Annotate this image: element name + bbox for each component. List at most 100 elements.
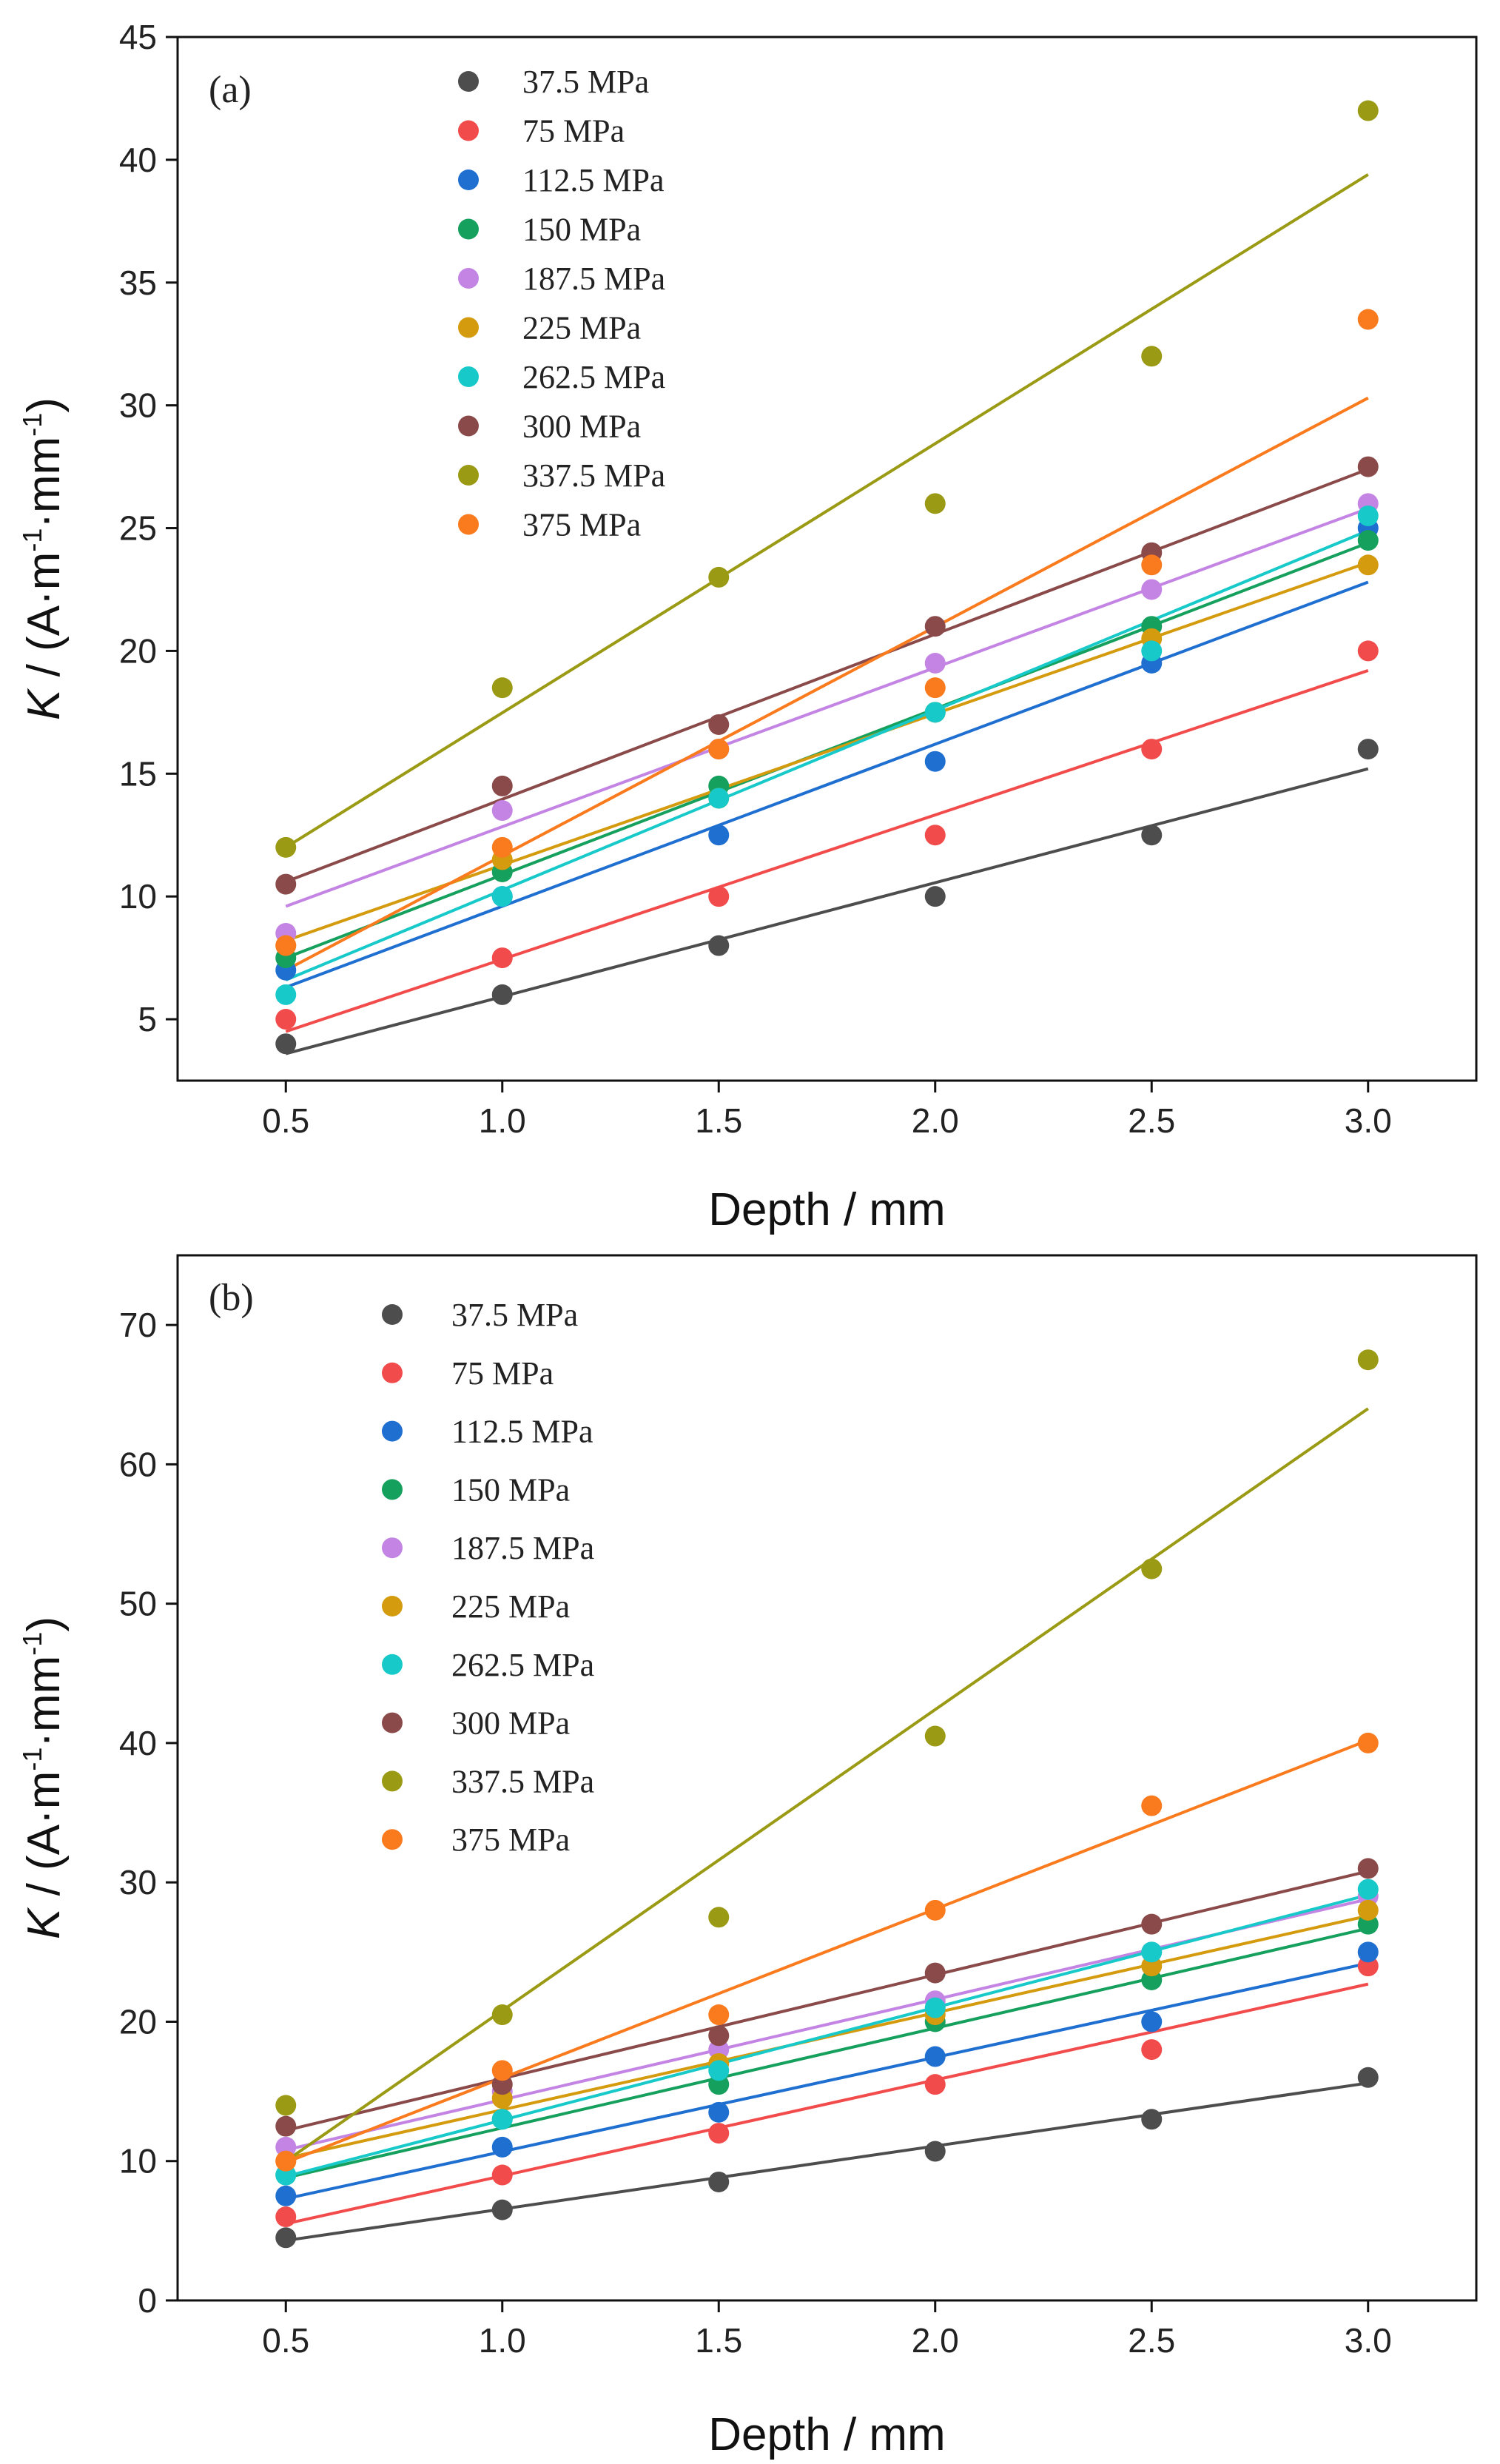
- data-point: [1357, 1858, 1379, 1879]
- y-tick-label: 20: [119, 2002, 157, 2041]
- data-point: [1357, 1941, 1379, 1963]
- data-point: [924, 2074, 946, 2095]
- y-tick-label: 35: [119, 263, 157, 302]
- fit-line-150-MPa: [285, 1927, 1369, 2180]
- data-point: [1141, 1913, 1163, 1935]
- data-point: [1357, 1349, 1379, 1371]
- y-tick-label: 30: [119, 1863, 157, 1901]
- data-point: [924, 1725, 946, 1747]
- data-point: [708, 566, 730, 588]
- data-point: [1141, 825, 1163, 846]
- legend: 37.5 MPa 75 MPa 112.5 MPa 150 MPa 187.5 MPa 2…: [382, 1297, 594, 1858]
- x-tick-label: 1.5: [695, 1101, 742, 1140]
- data-point: [1141, 554, 1163, 576]
- fit-line-75-MPa: [285, 669, 1369, 1033]
- legend-marker: [458, 120, 479, 141]
- y-tick-label: 70: [119, 1306, 157, 1344]
- legend-label: 225 MPa: [522, 310, 641, 346]
- data-point: [708, 739, 730, 760]
- data-point: [924, 493, 946, 514]
- y-tick-label: 45: [119, 18, 157, 56]
- legend-marker: [382, 1420, 403, 1442]
- data-point: [924, 1962, 946, 1984]
- data-point: [924, 677, 946, 699]
- data-point: [924, 702, 946, 723]
- legend-marker: [382, 1537, 403, 1559]
- legend-label: 300 MPa: [522, 409, 641, 445]
- legend-label: 300 MPa: [451, 1705, 570, 1742]
- y-tick-label: 10: [119, 877, 157, 916]
- legend-marker: [382, 1712, 403, 1733]
- fit-line-375-MPa: [285, 396, 1369, 972]
- fit-line-37-5-MPa: [285, 767, 1369, 1055]
- data-point: [924, 1997, 946, 2018]
- y-tick-label: 10: [119, 2142, 157, 2181]
- data-point: [1141, 1795, 1163, 1816]
- x-tick-label: 0.5: [262, 1101, 309, 1140]
- data-point: [275, 2227, 297, 2249]
- data-point: [708, 714, 730, 735]
- x-tick-label: 0.5: [262, 2321, 309, 2360]
- data-point: [491, 677, 513, 699]
- legend-marker: [382, 1362, 403, 1383]
- legend-label: 337.5 MPa: [522, 457, 665, 494]
- chart-panel-b: 0.5 1.0 1.5 2.0 2.5 3.0 0 10 20 30 40 50 60 70 Depth /…: [17, 1254, 1478, 2460]
- y-tick-label: 20: [119, 631, 157, 670]
- data-point: [1141, 579, 1163, 600]
- x-tick-label: 2.5: [1128, 2321, 1175, 2360]
- data-point: [1357, 505, 1379, 526]
- fit-line-262-5-MPa: [285, 528, 1369, 981]
- legend-marker: [458, 71, 479, 92]
- data-point: [275, 2150, 297, 2172]
- legend-marker: [382, 1596, 403, 1617]
- legend-label: 187.5 MPa: [522, 261, 665, 297]
- y-tick-label: 40: [119, 141, 157, 179]
- fit-line-300-MPa: [285, 468, 1369, 884]
- data-point: [924, 825, 946, 846]
- data-point: [1141, 2011, 1163, 2032]
- data-point: [1141, 1558, 1163, 1580]
- data-point: [275, 836, 297, 858]
- fit-line-112-5-MPa: [285, 1961, 1369, 2201]
- y-tick-label: 30: [119, 386, 157, 425]
- panel-label: (a): [209, 69, 252, 111]
- data-point: [1357, 1899, 1379, 1921]
- chart-panel-a: 0.5 1.0 1.5 2.0 2.5 3.0 5 10 15 20 25 30 35 40 45 Depth…: [17, 18, 1478, 1235]
- data-point: [924, 653, 946, 674]
- fit-line-337-5-MPa: [285, 173, 1369, 849]
- fit-line-37-5-MPa: [285, 2081, 1369, 2243]
- data-point: [1357, 1732, 1379, 1753]
- data-point: [708, 886, 730, 907]
- x-tick-label: 2.0: [912, 2321, 959, 2360]
- data-point: [491, 2004, 513, 2026]
- data-point: [275, 2115, 297, 2137]
- data-point: [275, 873, 297, 895]
- legend-marker: [458, 218, 479, 240]
- legend-label: 75 MPa: [451, 1355, 554, 1392]
- data-point: [275, 1009, 297, 1030]
- data-point: [924, 751, 946, 772]
- data-point: [275, 984, 297, 1005]
- legend-label: 375 MPa: [522, 507, 641, 543]
- data-point: [1357, 739, 1379, 760]
- data-point: [491, 836, 513, 858]
- legend-marker: [458, 317, 479, 338]
- x-axis-label: Depth / mm: [708, 1184, 945, 1235]
- y-tick-label: 40: [119, 1724, 157, 1762]
- y-tick-label: 0: [138, 2281, 157, 2320]
- data-point: [924, 2141, 946, 2162]
- data-point: [708, 2101, 730, 2123]
- data-point: [1141, 2109, 1163, 2130]
- data-point: [491, 984, 513, 1005]
- x-axis-label: Depth / mm: [708, 2409, 945, 2460]
- y-tick-label: 60: [119, 1445, 157, 1483]
- legend-marker: [458, 169, 479, 190]
- x-tick-label: 3.0: [1345, 2321, 1392, 2360]
- data-point: [275, 2095, 297, 2116]
- data-point: [924, 886, 946, 907]
- x-tick-label: 1.0: [479, 1101, 526, 1140]
- data-point: [1141, 640, 1163, 662]
- data-point: [708, 935, 730, 956]
- x-tick-label: 1.5: [695, 2321, 742, 2360]
